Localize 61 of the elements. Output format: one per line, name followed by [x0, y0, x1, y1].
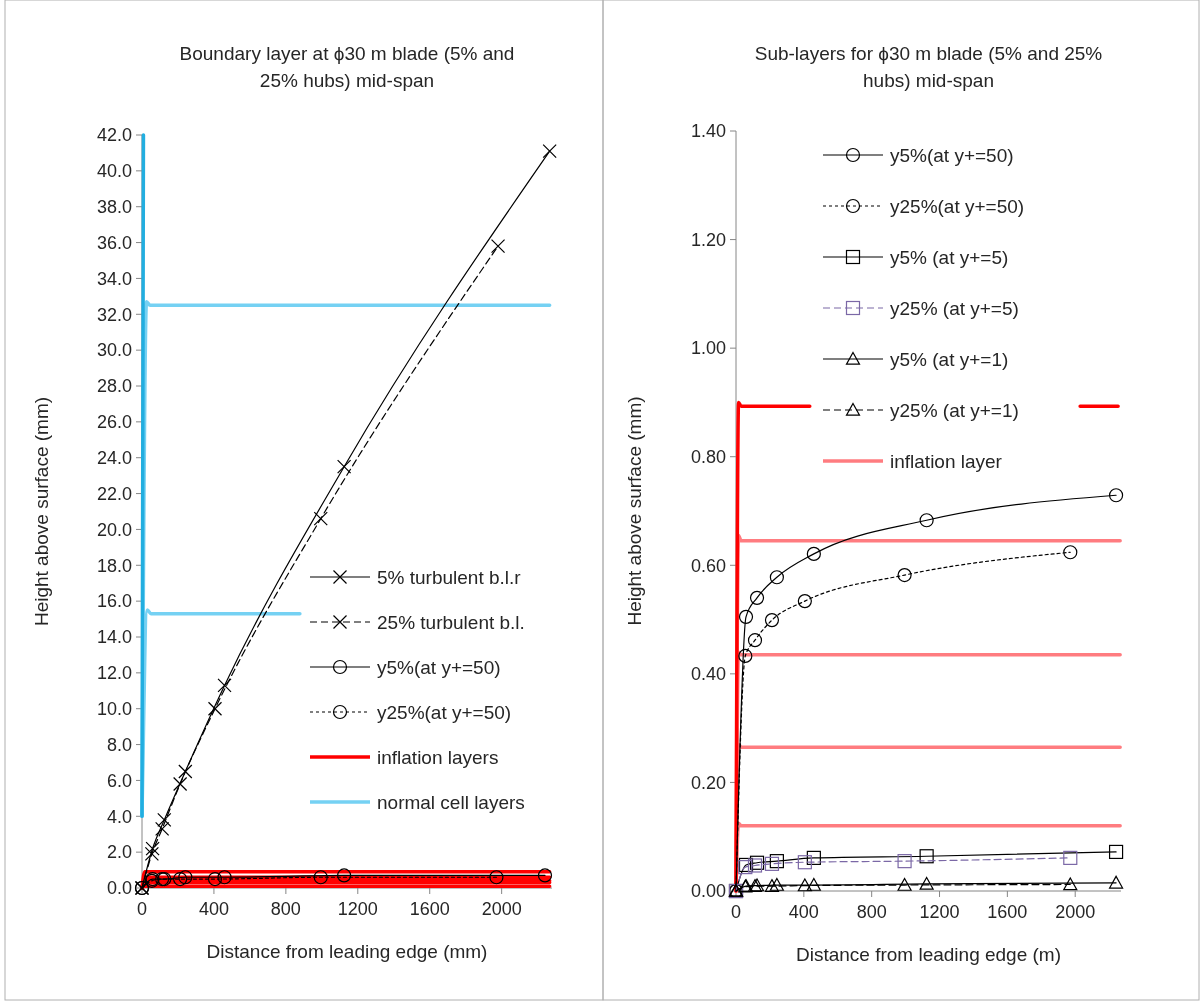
- x-tick-label: 400: [198, 899, 229, 919]
- y-tick-label: 2.0: [106, 842, 132, 863]
- y-tick-label: 38.0: [96, 197, 132, 218]
- y-tick-label: 14.0: [96, 627, 132, 648]
- x-tick-label: 2000: [481, 899, 522, 919]
- y-tick-label: 0.80: [690, 447, 726, 468]
- x-tick-label: 1200: [919, 902, 960, 922]
- y-tick-label: 42.0: [96, 125, 132, 146]
- x-axis-title: Distance from leading edge (mm): [206, 941, 488, 962]
- y-tick-label: 16.0: [96, 591, 132, 612]
- x-axis-title: Distance from leading edge (m): [795, 944, 1062, 965]
- chart-title: Boundary layer at ϕ30 m blade (5% and 25% hubs) mid-span: [179, 43, 515, 91]
- y-tick-label: 34.0: [96, 268, 132, 289]
- y-tick-label: 0.60: [690, 555, 726, 576]
- x-tick-label: 2000: [1055, 902, 1096, 922]
- x-tick-label: 400: [788, 902, 819, 922]
- y-tick-label: 24.0: [96, 448, 132, 469]
- y-tick-label: 32.0: [96, 304, 132, 325]
- y-tick-label: 20.0: [96, 519, 132, 540]
- legend-label: 25% turbulent b.l.: [377, 611, 525, 633]
- x-tick-label: 1600: [987, 902, 1028, 922]
- y-tick-label: 6.0: [106, 770, 132, 791]
- y-tick-label: 26.0: [96, 412, 132, 433]
- legend-label: y25% (at y+=1): [890, 399, 1019, 421]
- x-tick-label: 0: [730, 902, 742, 922]
- chart-title: Sub-layers for ϕ30 m blade (5% and 25% hubs) mid-span: [754, 43, 1103, 91]
- legend-label: y5%(at y+=50): [890, 144, 1014, 166]
- legend-label: inflation layers: [377, 746, 499, 768]
- x-tick-label: 800: [856, 902, 887, 922]
- x-tick-label: 0: [136, 899, 148, 919]
- y-tick-label: 1.20: [690, 229, 726, 250]
- y-tick-label: 0.40: [690, 664, 726, 685]
- legend-label: 5% turbulent b.l.r: [377, 566, 522, 588]
- y-tick-label: 10.0: [96, 699, 132, 720]
- y-tick-label: 8.0: [106, 734, 132, 755]
- y-tick-label: 0.20: [690, 772, 726, 793]
- legend-label: y5% (at y+=5): [890, 246, 1009, 268]
- x-tick-label: 800: [270, 899, 301, 919]
- y-tick-label: 4.0: [106, 806, 132, 827]
- y-tick-label: 0.0: [106, 878, 132, 899]
- y-axis-title: Height above surface (mm): [624, 396, 645, 626]
- y-tick-label: 1.00: [690, 338, 726, 359]
- y-tick-label: 22.0: [96, 483, 132, 504]
- y-tick-label: 18.0: [96, 555, 132, 576]
- legend-label: y25% (at y+=5): [890, 297, 1019, 319]
- y-tick-label: 28.0: [96, 376, 132, 397]
- y-tick-label: 1.40: [690, 121, 726, 142]
- x-tick-label: 1200: [337, 899, 378, 919]
- legend-label: normal cell layers: [377, 791, 525, 813]
- y-tick-label: 30.0: [96, 340, 132, 361]
- legend-label: y25%(at y+=50): [890, 195, 1025, 217]
- legend-label: y25%(at y+=50): [377, 701, 512, 723]
- y-axis-title: Height above surface (mm): [31, 396, 52, 627]
- y-tick-label: 0.00: [690, 881, 726, 902]
- x-tick-label: 1600: [409, 899, 450, 919]
- legend-label: y5% (at y+=1): [890, 348, 1009, 370]
- y-tick-label: 12.0: [96, 663, 132, 684]
- legend-label: inflation layer: [890, 450, 1003, 472]
- y-tick-label: 36.0: [96, 232, 132, 253]
- y-tick-label: 40.0: [96, 161, 132, 182]
- legend-label: y5%(at y+=50): [377, 656, 501, 678]
